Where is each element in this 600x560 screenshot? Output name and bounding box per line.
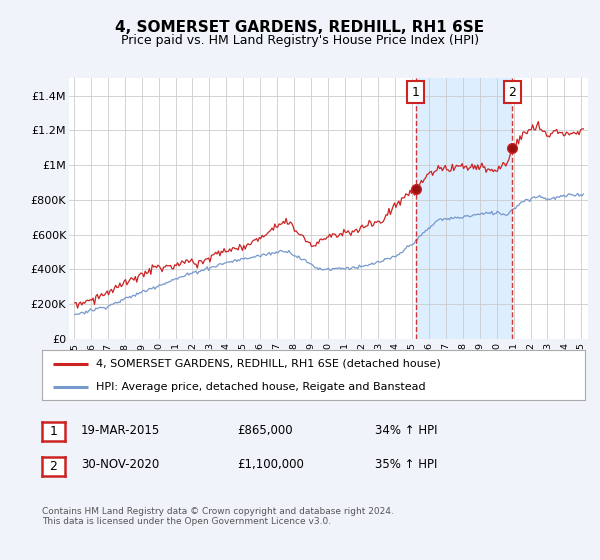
Text: 2: 2: [49, 460, 58, 473]
Text: 2: 2: [508, 86, 516, 99]
Text: HPI: Average price, detached house, Reigate and Banstead: HPI: Average price, detached house, Reig…: [97, 382, 426, 392]
Text: 30-NOV-2020: 30-NOV-2020: [81, 458, 159, 472]
Text: Contains HM Land Registry data © Crown copyright and database right 2024.
This d: Contains HM Land Registry data © Crown c…: [42, 507, 394, 526]
Text: 1: 1: [412, 86, 419, 99]
Bar: [416, 78, 512, 339]
Text: £865,000: £865,000: [237, 423, 293, 437]
Text: 34% ↑ HPI: 34% ↑ HPI: [375, 423, 437, 437]
Text: 35% ↑ HPI: 35% ↑ HPI: [375, 458, 437, 472]
Text: £1,100,000: £1,100,000: [237, 458, 304, 472]
Text: 4, SOMERSET GARDENS, REDHILL, RH1 6SE: 4, SOMERSET GARDENS, REDHILL, RH1 6SE: [115, 20, 485, 35]
Text: 1: 1: [49, 425, 58, 438]
Text: 19-MAR-2015: 19-MAR-2015: [81, 423, 160, 437]
Text: Price paid vs. HM Land Registry's House Price Index (HPI): Price paid vs. HM Land Registry's House …: [121, 34, 479, 46]
Text: 4, SOMERSET GARDENS, REDHILL, RH1 6SE (detached house): 4, SOMERSET GARDENS, REDHILL, RH1 6SE (d…: [97, 358, 441, 368]
